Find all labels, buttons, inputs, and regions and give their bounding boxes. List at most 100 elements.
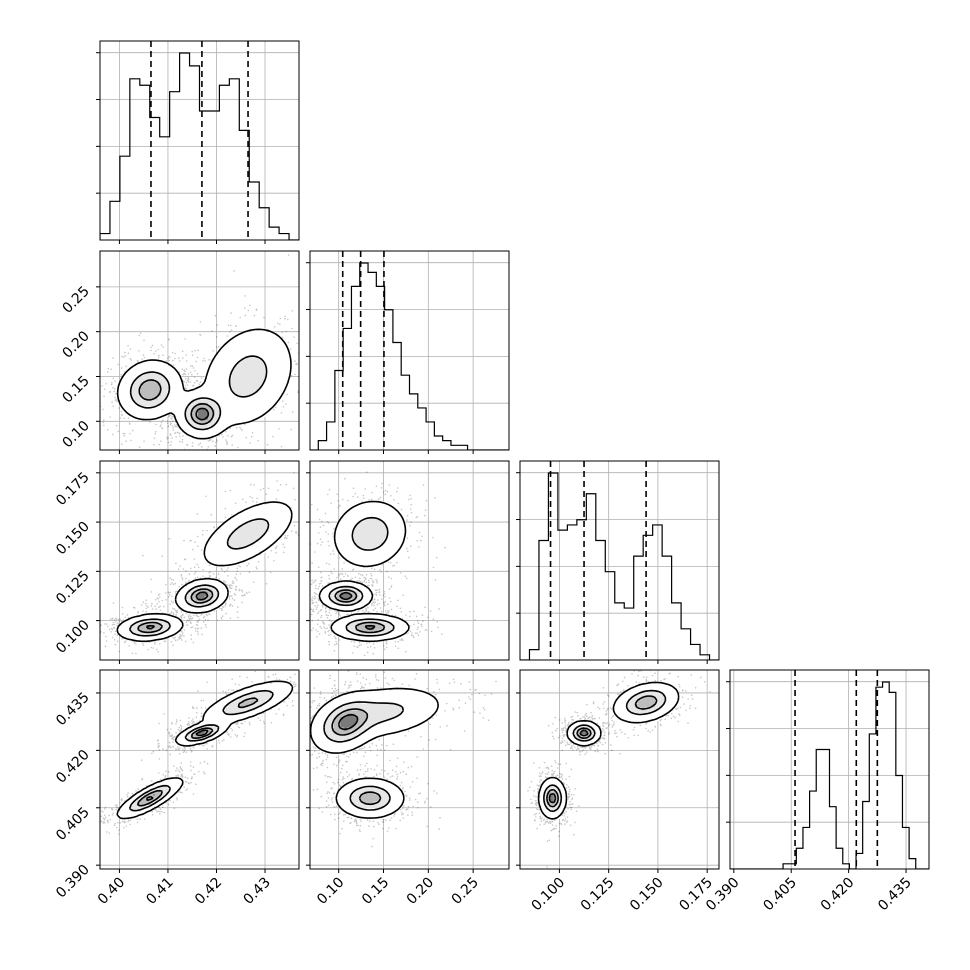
density-cell: [248, 538, 253, 543]
density-cell: [224, 592, 229, 597]
scatter-point: [184, 558, 187, 560]
scatter-point: [185, 360, 188, 362]
density-cell: [214, 358, 219, 363]
scatter-point: [135, 643, 137, 645]
density-cell: [258, 369, 263, 374]
scatter-point: [105, 640, 108, 642]
density-cell: [258, 548, 263, 553]
scatter-point: [178, 463, 180, 465]
scatter-point: [358, 572, 360, 575]
density-cell: [164, 622, 169, 627]
density-cell: [123, 399, 128, 404]
scatter-point: [171, 425, 174, 427]
density-cell: [234, 412, 239, 417]
scatter-point: [409, 508, 412, 510]
scatter-point: [110, 383, 113, 386]
density-cell: [177, 379, 182, 384]
scatter-point: [302, 520, 304, 522]
scatter-point: [311, 629, 313, 632]
density-cell: [211, 372, 216, 377]
density-cell: [258, 335, 263, 340]
density-cell: [238, 535, 243, 540]
density-cell: [265, 358, 270, 363]
density-cell: [184, 595, 189, 600]
scatter-point: [197, 630, 199, 633]
density-cell: [255, 396, 260, 400]
scatter-point: [169, 444, 172, 446]
scatter-point: [71, 614, 73, 616]
density-cell: [218, 423, 223, 427]
scatter-point: [294, 498, 296, 501]
scatter-point: [352, 487, 355, 490]
density-cell: [207, 555, 212, 560]
scatter-point: [289, 348, 292, 351]
density-cell: [214, 423, 219, 427]
density-cell: [180, 595, 185, 600]
density-cell: [234, 552, 239, 557]
scatter-point: [233, 270, 235, 272]
scatter-point: [196, 623, 198, 626]
scatter-point: [214, 314, 217, 317]
scatter-point: [234, 502, 237, 505]
density-cell: [282, 358, 287, 363]
scatter-point: [196, 380, 199, 382]
density-cell: [214, 592, 219, 597]
density-cell: [184, 606, 189, 610]
scatter-point: [151, 344, 154, 347]
density-cell: [245, 515, 249, 519]
scatter-point: [272, 435, 274, 438]
density-cell: [224, 541, 229, 546]
scatter-point: [375, 578, 377, 581]
density-cell: [157, 389, 162, 394]
density-cell: [194, 423, 199, 427]
density-cell: [218, 419, 223, 424]
density-cell: [224, 399, 229, 404]
scatter-point: [213, 610, 215, 612]
scatter-point: [187, 471, 189, 473]
density-cell: [154, 616, 158, 621]
scatter-point: [328, 608, 331, 611]
density-cell: [268, 365, 273, 370]
scatter-point: [299, 412, 301, 414]
grid-lines: [100, 461, 299, 660]
density-cell: [268, 515, 273, 519]
density-cell: [207, 399, 212, 404]
density-cell: [147, 379, 152, 384]
scatter-point: [190, 622, 192, 624]
density-cell: [258, 338, 263, 343]
scatter-point: [137, 611, 139, 613]
scatter-point: [312, 515, 314, 517]
scatter-point: [115, 621, 117, 623]
scatter-point: [415, 516, 418, 519]
scatter-point: [172, 644, 174, 646]
scatter-point: [150, 578, 152, 581]
density-cell: [234, 541, 239, 546]
density-cell: [201, 589, 206, 594]
density-cell: [207, 372, 212, 377]
density-cell: [272, 515, 276, 519]
scatter-point: [215, 576, 217, 579]
scatter-point: [212, 350, 214, 352]
density-cell: [140, 365, 145, 370]
density-cell: [201, 399, 206, 404]
density-cell: [261, 402, 266, 407]
density-cell: [241, 535, 246, 540]
y-tick-label: 0.20: [59, 328, 92, 361]
density-cell: [231, 535, 236, 540]
density-cell: [272, 345, 276, 350]
density-cell: [234, 338, 239, 343]
density-cell: [224, 521, 229, 526]
scatter-point: [224, 603, 227, 606]
density-cell: [258, 521, 263, 526]
density-cell: [245, 521, 249, 526]
scatter-point: [109, 390, 111, 393]
density-cell: [191, 392, 196, 397]
density-cell: [207, 552, 212, 557]
scatter-point: [191, 365, 194, 367]
scatter-point: [295, 532, 297, 534]
scatter-point: [154, 641, 156, 643]
density-cell: [157, 633, 162, 637]
scatter-point: [202, 529, 204, 532]
density-cell: [245, 511, 249, 516]
scatter-point: [181, 634, 183, 636]
